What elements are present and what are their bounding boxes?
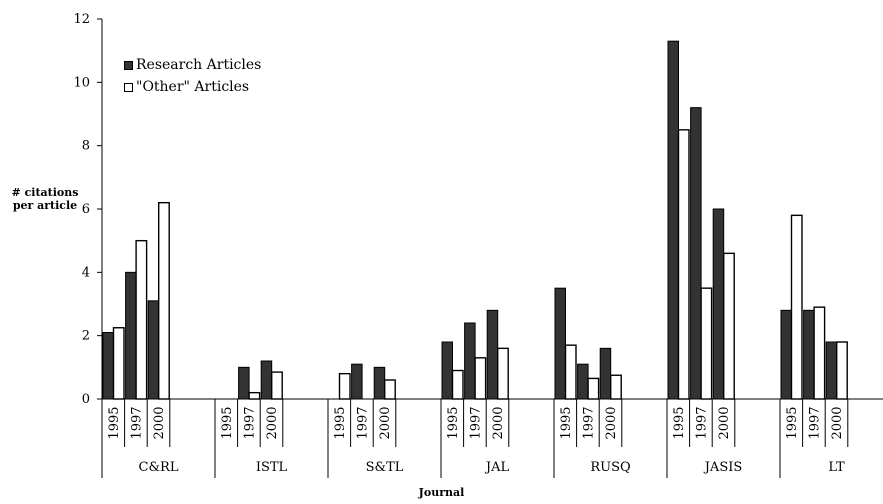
bar-research xyxy=(373,366,386,400)
bar-research xyxy=(147,300,160,400)
bar-other xyxy=(497,347,509,400)
year-tick-label: 2000 xyxy=(604,406,619,439)
legend-swatch-other xyxy=(124,82,133,92)
bar-research xyxy=(599,347,612,400)
bar-research xyxy=(667,40,679,400)
bar-other xyxy=(587,377,600,400)
legend: Research Articles "Other" Articles xyxy=(124,54,261,98)
bar-other xyxy=(723,252,735,400)
bar-research xyxy=(803,309,815,400)
bar-research xyxy=(441,341,453,400)
journal-tick-label: C&RL xyxy=(139,460,179,475)
year-tick-label: 1995 xyxy=(446,406,461,439)
year-tick-label: 1997 xyxy=(355,406,370,439)
bar-other xyxy=(700,287,713,400)
tick-labels: 0 2 4 6 8 10 12 1995 1997 2000 C&RL 1995 1997 2000 IST… xyxy=(73,12,845,475)
year-tick-label: 1997 xyxy=(468,406,483,439)
bar-other xyxy=(157,201,170,400)
year-tick-label: 1995 xyxy=(220,406,235,439)
bar-other xyxy=(112,327,125,400)
y-tick-label: 6 xyxy=(82,202,90,217)
year-tick-label: 1997 xyxy=(242,406,257,439)
legend-label-research: Research Articles xyxy=(136,57,262,73)
bars xyxy=(102,40,848,400)
y-tick-label: 0 xyxy=(82,392,90,407)
year-tick-label: 1995 xyxy=(107,406,122,439)
bar-research xyxy=(125,271,137,400)
bar-research xyxy=(577,363,589,400)
year-tick-label: 1997 xyxy=(581,406,596,439)
year-tick-label: 1997 xyxy=(694,406,709,439)
y-tick-label: 12 xyxy=(73,12,90,27)
year-tick-label: 2000 xyxy=(152,406,167,439)
axes xyxy=(97,18,883,478)
bar-research xyxy=(238,366,250,400)
year-tick-label: 2000 xyxy=(378,406,393,439)
bar-other xyxy=(451,369,464,400)
legend-label-other: "Other" Articles xyxy=(136,79,250,95)
bar-other xyxy=(271,371,283,400)
bar-research xyxy=(554,287,566,400)
bar-other xyxy=(564,344,577,400)
bar-other xyxy=(135,239,148,400)
bar-research xyxy=(825,341,838,400)
bar-research xyxy=(102,332,114,400)
bar-research xyxy=(690,107,702,400)
year-tick-label: 1995 xyxy=(672,406,687,439)
journal-tick-label: LT xyxy=(828,460,845,475)
bar-other xyxy=(474,357,487,400)
y-tick-label: 2 xyxy=(82,329,90,344)
bar-other xyxy=(677,129,690,400)
year-tick-label: 2000 xyxy=(491,406,506,439)
year-tick-label: 2000 xyxy=(830,406,845,439)
bar-other xyxy=(836,341,848,400)
y-tick-label: 4 xyxy=(82,265,90,280)
bar-research xyxy=(486,309,499,400)
bar-other xyxy=(813,306,826,400)
y-tick-label: 10 xyxy=(73,75,90,90)
legend-item-research: Research Articles xyxy=(124,54,261,76)
journal-tick-label: ISTL xyxy=(256,460,288,475)
year-tick-label: 1995 xyxy=(785,406,800,439)
journal-tick-label: S&TL xyxy=(366,460,404,475)
bar-research xyxy=(780,309,792,400)
year-tick-label: 2000 xyxy=(265,406,280,439)
journal-tick-label: RUSQ xyxy=(590,460,630,475)
bar-other xyxy=(338,372,351,400)
bar-research xyxy=(260,360,273,400)
bar-other xyxy=(248,391,261,400)
year-tick-label: 1997 xyxy=(129,406,144,439)
bar-other xyxy=(610,374,622,400)
journal-tick-label: JAL xyxy=(484,460,510,475)
year-tick-label: 1997 xyxy=(807,406,822,439)
year-tick-label: 2000 xyxy=(717,406,732,439)
bar-other xyxy=(384,379,396,400)
year-tick-label: 1995 xyxy=(333,406,348,439)
journal-tick-label: JASIS xyxy=(703,460,743,475)
bar-other xyxy=(790,214,803,400)
y-tick-label: 8 xyxy=(82,139,90,154)
bar-research xyxy=(712,208,725,400)
year-tick-label: 1995 xyxy=(559,406,574,439)
y-axis-label: # citations per article xyxy=(11,186,79,212)
bar-research xyxy=(351,363,363,400)
legend-item-other: "Other" Articles xyxy=(124,76,261,98)
bar-research xyxy=(464,322,476,400)
legend-swatch-research xyxy=(124,60,133,70)
x-axis-label: Journal xyxy=(418,486,465,499)
